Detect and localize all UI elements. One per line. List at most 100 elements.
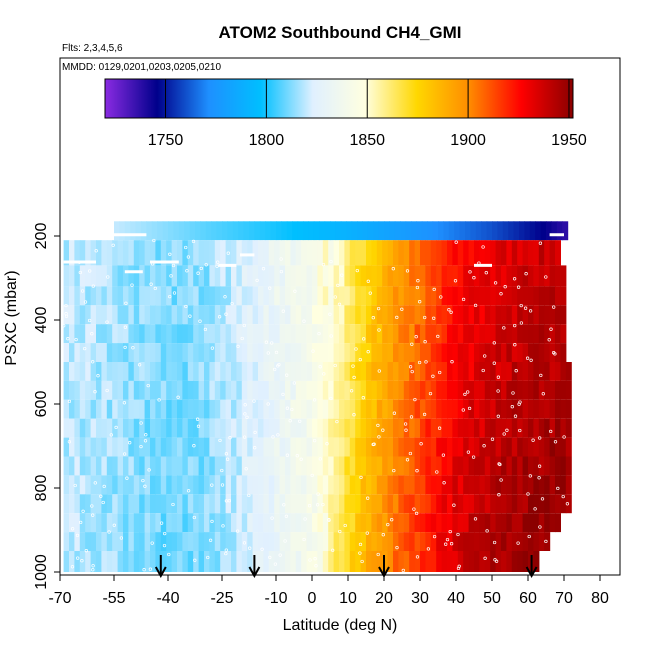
heatmap-cell (484, 380, 491, 400)
heatmap-cell (490, 380, 497, 400)
heatmap-cell (484, 532, 491, 551)
heatmap-cell (511, 456, 518, 476)
arrow-head (154, 566, 167, 579)
heatmap-cell (447, 240, 453, 266)
heatmap-cell (295, 437, 302, 457)
heatmap-cell (198, 305, 205, 325)
heatmap-cell (258, 343, 264, 362)
heatmap-cell (328, 475, 335, 495)
heatmap-cell (322, 265, 329, 287)
heatmap-cell (544, 343, 551, 362)
heatmap-cell (128, 343, 135, 362)
sample-point (503, 285, 507, 289)
heatmap-cell (74, 418, 81, 438)
heatmap-cell (69, 286, 75, 306)
heatmap-cell (312, 437, 318, 457)
heatmap-cell (339, 324, 345, 344)
heatmap-cell (177, 532, 183, 551)
heatmap-cell (360, 240, 367, 266)
heatmap-cell (79, 240, 86, 266)
heatmap-cell (517, 475, 524, 495)
heatmap-cell (414, 456, 421, 476)
heatmap-cell (209, 380, 216, 400)
heatmap-cell (371, 265, 378, 287)
heatmap-cell (290, 437, 297, 457)
heatmap-cell (193, 437, 200, 457)
heatmap-cell (436, 399, 443, 419)
heatmap-cell (501, 494, 507, 514)
sample-point (537, 464, 542, 468)
heatmap-cell (247, 305, 254, 325)
heatmap-cell (211, 221, 218, 241)
heatmap-cell (366, 324, 372, 344)
heatmap-cell (155, 532, 162, 551)
heatmap-cell (463, 494, 470, 514)
heatmap-cell (123, 475, 129, 495)
heatmap-cell (236, 380, 243, 400)
heatmap-cell (133, 362, 140, 381)
heatmap-cell (414, 551, 421, 572)
heatmap-cell (204, 305, 210, 325)
heatmap-cell (150, 324, 156, 344)
heatmap-cell (150, 437, 156, 457)
heatmap-cell (155, 265, 162, 287)
heatmap-cell (366, 475, 372, 495)
sample-point (192, 444, 196, 448)
heatmap-cell (198, 437, 205, 457)
arrow-head (248, 566, 261, 579)
heatmap-cell (231, 513, 237, 533)
heatmap-cell (63, 324, 70, 344)
sample-point (416, 279, 420, 283)
heatmap-cell (333, 551, 340, 572)
heatmap-cell (268, 286, 275, 306)
heatmap-cell (268, 551, 275, 572)
heatmap-cell (420, 418, 426, 438)
heatmap-cell (290, 532, 297, 551)
heatmap-cell (344, 324, 351, 344)
heatmap-cell (468, 362, 475, 381)
heatmap-cell (376, 475, 383, 495)
heatmap-cell (130, 221, 137, 241)
heatmap-cell (425, 475, 432, 495)
heatmap-cell (160, 475, 167, 495)
heatmap-cell (484, 513, 491, 533)
heatmap-cell (333, 362, 340, 381)
heatmap-cell (144, 456, 151, 476)
heatmap-cell (171, 380, 178, 400)
sample-point (88, 269, 92, 273)
heatmap-cell (501, 551, 507, 572)
heatmap-cell (387, 380, 394, 400)
heatmap-cell (74, 437, 81, 457)
heatmap-cell (376, 343, 383, 362)
heatmap-cell (171, 240, 178, 266)
heatmap-cell (517, 551, 524, 572)
heatmap-cell (279, 380, 286, 400)
heatmap-cell (322, 240, 329, 266)
sample-point (76, 556, 80, 560)
heatmap-cell (117, 286, 124, 306)
heatmap-cell (263, 532, 270, 551)
heatmap-cell (511, 551, 518, 572)
heatmap-cell (346, 221, 353, 241)
heatmap-cell (204, 456, 210, 476)
heatmap-cell (182, 456, 189, 476)
heatmap-cell (522, 418, 529, 438)
heatmap-cell (484, 399, 491, 419)
heatmap-cell (198, 513, 205, 533)
heatmap-cell (274, 380, 281, 400)
sample-point (67, 440, 72, 444)
sample-point (281, 309, 285, 313)
heatmap-cell (463, 324, 470, 344)
heatmap-cell (398, 265, 405, 287)
heatmap-cell (506, 437, 513, 457)
heatmap-cell (268, 305, 275, 325)
heatmap-cell (490, 418, 497, 438)
heatmap-cell (225, 265, 232, 287)
sample-point (362, 337, 366, 341)
sample-point (538, 241, 543, 245)
heatmap-cell (414, 265, 421, 287)
heatmap-cell (373, 221, 380, 241)
heatmap-cell (209, 265, 216, 287)
heatmap-cell (436, 305, 443, 325)
heatmap-cell (360, 265, 367, 287)
